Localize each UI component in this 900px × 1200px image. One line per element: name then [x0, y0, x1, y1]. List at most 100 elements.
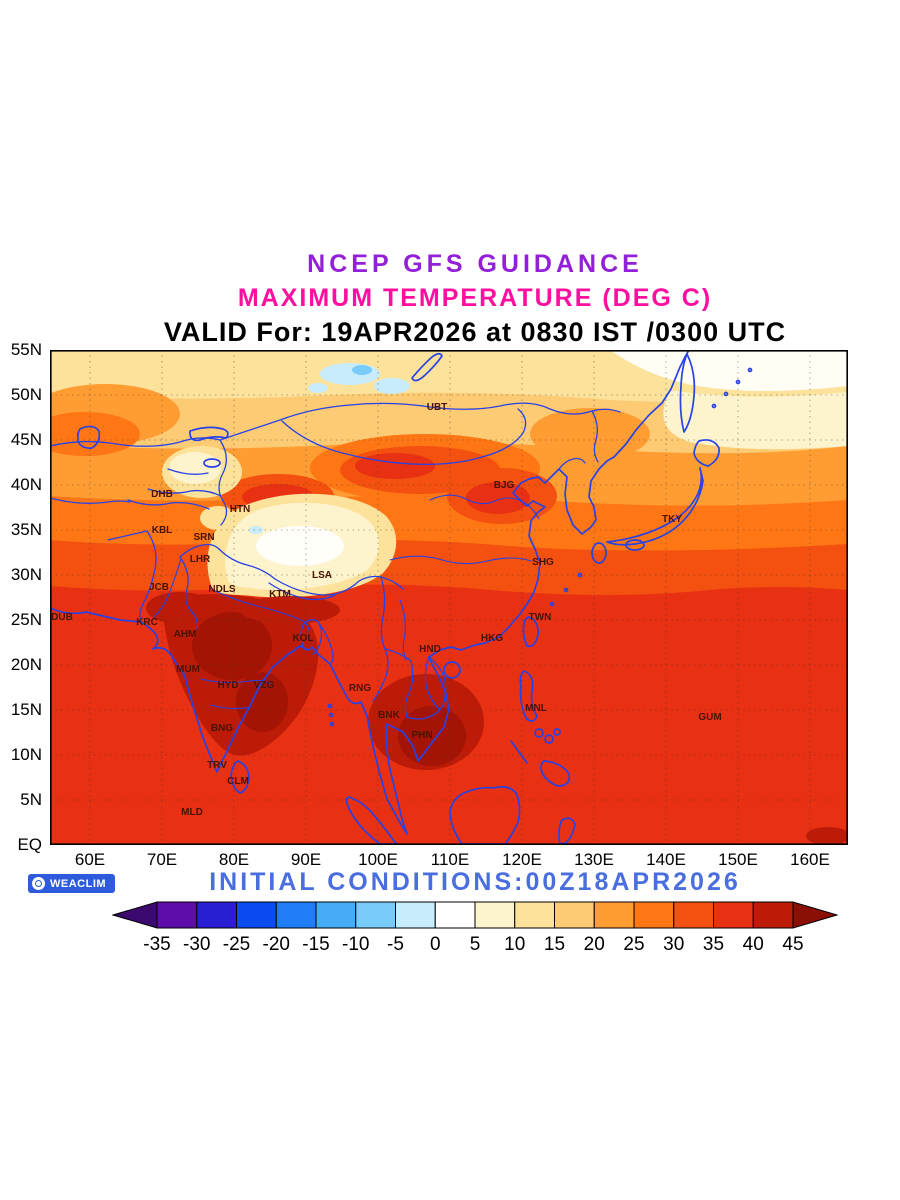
colorbar-svg: -35 -30 -25 -20 -15 -10 -5 0 5 10 15 20 25 30 35 40 45 — [111, 901, 839, 955]
station-label-mum: MUM — [176, 664, 200, 675]
colorbar-tick-label: -5 — [387, 934, 404, 955]
station-label-hnd: HND — [419, 644, 441, 655]
colorbar-cell — [156, 901, 198, 929]
station-label-ubt: UBT — [427, 402, 448, 413]
colorbar-cell — [752, 901, 794, 929]
station-label-hyd: HYD — [217, 680, 238, 691]
station-label-bjg: BJG — [494, 480, 515, 491]
colorbar-tick-label: 0 — [430, 934, 441, 955]
station-label-trv: TRV — [207, 760, 227, 771]
map-frame — [50, 350, 849, 845]
station-label-dub: DUB — [51, 612, 73, 623]
longitude-axis: 60E 70E 80E 90E 100E 110E 120E 130E 140E 150E 160E — [50, 850, 848, 874]
station-label-ahm: AHM — [174, 629, 197, 640]
station-label-gum: GUM — [698, 712, 721, 723]
station-label-bnk: BNK — [378, 710, 400, 721]
lat-tick-label: 25N — [10, 610, 42, 629]
colorbar-cell — [196, 901, 237, 929]
colorbar-cell — [434, 901, 476, 929]
colorbar-tick-label: 30 — [663, 934, 684, 955]
title-block: NCEP GFS GUIDANCE MAXIMUM TEMPERATURE (D… — [0, 250, 900, 348]
colorbar-cell — [593, 901, 635, 929]
colorbar-cell — [395, 901, 436, 929]
station-label-ndls: NDLS — [208, 584, 236, 595]
colorbar-tick-label: -10 — [342, 934, 369, 955]
colorbar-cell — [713, 901, 754, 929]
station-label-kbl: KBL — [152, 525, 173, 536]
lat-lon-gridlines — [50, 350, 848, 845]
lon-tick-label: 70E — [146, 850, 178, 869]
station-label-bng: BNG — [211, 723, 233, 734]
valid-time-line: VALID For: 19APR2026 at 0830 IST /0300 U… — [163, 317, 787, 347]
lat-tick-label: 15N — [10, 700, 42, 719]
station-label-ktm: KTM — [269, 589, 291, 600]
colorbar-cell — [673, 901, 714, 929]
colorbar-cell — [554, 901, 595, 929]
station-label-lhr: LHR — [190, 554, 211, 565]
colorbar-tick-label: -30 — [183, 934, 210, 955]
station-label-rng: RNG — [349, 683, 371, 694]
station-label-phn: PHN — [411, 730, 432, 741]
colorbar-tick-label: 15 — [544, 934, 565, 955]
station-label-jcb: JCB — [149, 582, 169, 593]
parameter-title: MAXIMUM TEMPERATURE (DEG C) — [237, 284, 713, 312]
colorbar-below-min-arrow — [111, 901, 158, 929]
lat-tick-label: 50N — [10, 385, 42, 404]
colorbar-tick-label: 20 — [584, 934, 605, 955]
station-label-dhb: DHB — [151, 489, 173, 500]
colorbar-tick-label: 25 — [623, 934, 644, 955]
station-label-hkg: HKG — [481, 633, 503, 644]
lat-tick-label: EQ — [17, 835, 42, 854]
lon-tick-label: 130E — [574, 850, 614, 869]
colorbar-cell — [474, 901, 516, 929]
station-label-kol: KOL — [292, 633, 313, 644]
colorbar-tick-label: -25 — [223, 934, 250, 955]
weaclim-logo-core — [35, 880, 42, 887]
colorbar-above-max-arrow — [792, 901, 839, 929]
colorbar-tick-label: 35 — [703, 934, 724, 955]
station-label-shg: SHG — [532, 557, 554, 568]
station-label-lsa: LSA — [312, 570, 332, 581]
station-label-twn: TWN — [529, 612, 552, 623]
lat-tick-label: 45N — [10, 430, 42, 449]
colorbar-tick-label: -20 — [263, 934, 290, 955]
lat-tick-label: 20N — [10, 655, 42, 674]
lon-tick-label: 60E — [74, 850, 106, 869]
station-label-vzg: VZG — [254, 680, 275, 691]
lon-tick-label: 150E — [718, 850, 758, 869]
temperature-field-map: UBT DHB HTN KBL SRN LHR BJG TKY SHG JCB NDLS KTM LSA… — [50, 350, 849, 845]
colorbar-cell — [236, 901, 277, 929]
colorbar-cell — [315, 901, 357, 929]
temperature-fill-layer — [50, 350, 848, 845]
weaclim-logo-icon — [32, 877, 45, 890]
lat-tick-label: 35N — [10, 520, 42, 539]
lon-tick-label: 120E — [502, 850, 542, 869]
border-layer — [50, 402, 621, 720]
station-label-krc: KRC — [136, 617, 158, 628]
lat-tick-label: 30N — [10, 565, 42, 584]
station-label-tky: TKY — [662, 514, 682, 525]
colorbar-tick-label: 5 — [470, 934, 481, 955]
colorbar-tick-label: 40 — [743, 934, 764, 955]
station-label-clm: CLM — [227, 776, 249, 787]
colorbar-tick-label: 45 — [782, 934, 803, 955]
temperature-colorbar: -35 -30 -25 -20 -15 -10 -5 0 5 10 15 20 25 30 35 40 45 — [111, 900, 839, 958]
lat-tick-label: 5N — [20, 790, 42, 809]
station-label-htn: HTN — [230, 504, 251, 515]
lon-tick-label: 160E — [790, 850, 830, 869]
lon-tick-label: 140E — [646, 850, 686, 869]
colorbar-tick-label: 10 — [504, 934, 525, 955]
station-label-layer: UBT DHB HTN KBL SRN LHR BJG TKY SHG JCB NDLS KTM LSA… — [51, 402, 722, 818]
colorbar-tick-label: -35 — [143, 934, 170, 955]
station-label-mnl: MNL — [525, 703, 547, 714]
latitude-axis: 55N 50N 45N 40N 35N 30N 25N 20N 15N 10N 5N EQ — [0, 340, 46, 854]
lon-tick-label: 100E — [358, 850, 398, 869]
weaclim-badge: WEACLIM — [28, 874, 116, 893]
lat-tick-label: 40N — [10, 475, 42, 494]
river-layer — [153, 494, 540, 710]
map-panel: 55N 50N 45N 40N 35N 30N 25N 20N 15N 10N 5N EQ — [11, 340, 849, 869]
colorbar-cell — [633, 901, 675, 929]
lat-tick-label: 55N — [10, 340, 42, 359]
weaclim-label: WEACLIM — [50, 877, 107, 890]
lon-tick-label: 80E — [218, 850, 250, 869]
